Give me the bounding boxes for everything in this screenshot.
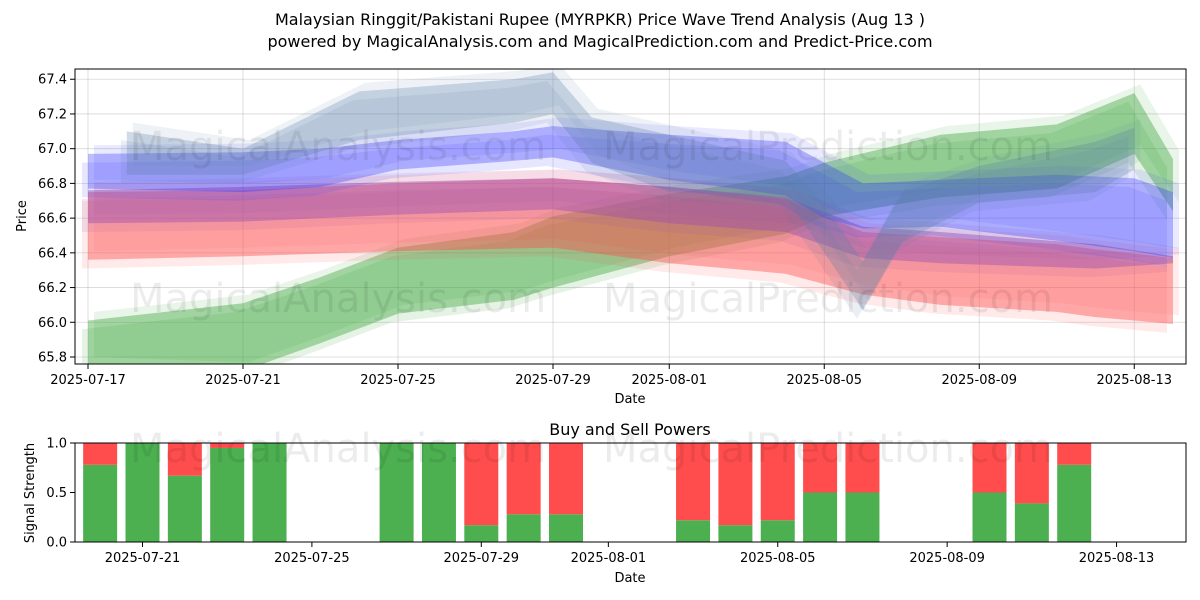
sell-bar — [210, 443, 245, 448]
buy-bar — [464, 525, 499, 542]
sell-bar — [506, 443, 541, 515]
buy-bar — [803, 492, 838, 542]
price-y-tick-label: 67.4 — [38, 73, 67, 88]
price-y-label: Price — [15, 200, 30, 232]
price-band-echo-purple — [94, 169, 1179, 260]
sell-bar — [845, 443, 880, 493]
buy-bar — [549, 514, 583, 542]
sell-bar — [83, 443, 118, 465]
price-y-tick-label: 66.8 — [38, 177, 67, 192]
buy-bar — [421, 443, 456, 542]
price-y-tick-label: 67.2 — [38, 107, 67, 122]
sell-bar — [1057, 443, 1092, 465]
price-y-tick-label: 66.0 — [38, 316, 67, 331]
signal-x-tick-label: 2025-07-21 — [105, 551, 181, 566]
signal-y-tick-label: 1.0 — [46, 437, 67, 452]
sell-bar — [464, 443, 499, 526]
price-x-tick-label: 2025-07-29 — [515, 373, 591, 388]
buy-bar — [167, 475, 202, 542]
price-x-tick-label: 2025-07-21 — [205, 373, 281, 388]
price-band-echo-green — [94, 84, 1179, 363]
price-band-echo-green — [82, 101, 1167, 364]
sell-bar — [167, 443, 202, 476]
buy-bar — [760, 520, 795, 542]
price-y-tick-label: 66.2 — [38, 281, 67, 296]
signal-title: Buy and Sell Powers — [549, 420, 711, 439]
price-band-purple — [88, 178, 1173, 269]
price-x-tick-label: 2025-08-05 — [786, 373, 862, 388]
buy-bar — [83, 464, 118, 542]
buy-bar — [210, 447, 245, 542]
signal-bars — [83, 443, 1092, 542]
buy-bar — [718, 525, 753, 542]
price-panel: MagicalAnalysis.com MagicalPrediction.co… — [15, 68, 1187, 407]
price-band-echo-steel — [120, 81, 1129, 319]
price-band-echo-steel — [132, 69, 1141, 302]
sell-bar — [803, 443, 838, 493]
signal-x-ticks: 2025-07-21 2025-07-25 2025-07-29 2025-08-01… — [105, 542, 1155, 566]
price-y-ticks: 65.8 66.0 66.2 66.4 66.6 66.8 67.0 67.2 67.4 — [38, 73, 75, 366]
price-y-tick-label: 66.6 — [38, 212, 67, 227]
price-band-blue — [88, 126, 1173, 258]
signal-y-label: Signal Strength — [23, 443, 38, 543]
buy-bar — [1014, 503, 1049, 542]
signal-x-tick-label: 2025-08-01 — [571, 551, 647, 566]
buy-bar — [1057, 464, 1092, 542]
price-grid — [75, 69, 1186, 364]
buy-bar — [252, 443, 287, 542]
price-x-tick-label: 2025-07-25 — [360, 373, 436, 388]
price-band-echo-purple — [82, 186, 1167, 278]
price-x-tick-label: 2025-08-13 — [1096, 373, 1172, 388]
price-band-echo-red — [94, 169, 1179, 316]
buy-bar — [125, 443, 160, 542]
price-x-label: Date — [614, 392, 645, 407]
watermark-left-mid: MagicalAnalysis.com — [130, 276, 546, 322]
price-x-tick-label: 2025-08-01 — [631, 373, 707, 388]
signal-x-label: Date — [614, 571, 645, 586]
chart-title: Malaysian Ringgit/Pakistani Rupee (MYRPK… — [274, 10, 926, 29]
buy-bar — [972, 492, 1007, 542]
price-band-echo-red — [82, 186, 1167, 333]
signal-x-tick-label: 2025-08-09 — [909, 551, 985, 566]
price-x-ticks: 2025-07-17 2025-07-21 2025-07-25 2025-07-29… — [50, 364, 1172, 388]
price-band-red — [88, 178, 1173, 324]
buy-bar — [845, 492, 880, 542]
price-x-tick-label: 2025-08-09 — [941, 373, 1017, 388]
price-band-echo-blue — [82, 134, 1167, 267]
watermark-right-top: MagicalPrediction.com — [603, 124, 1053, 170]
chart-subtitle: powered by MagicalAnalysis.com and Magic… — [267, 32, 933, 51]
price-axes-frame — [74, 68, 1187, 365]
price-band-echo-blue — [94, 117, 1179, 250]
watermark-right-mid: MagicalPrediction.com — [603, 276, 1053, 322]
sell-bar — [1014, 443, 1049, 504]
signal-y-tick-label: 0.0 — [46, 536, 67, 551]
sell-bar — [760, 443, 795, 521]
price-band-green — [88, 93, 1173, 364]
signal-y-ticks: 0.0 0.5 1.0 — [46, 437, 75, 551]
buy-bar — [676, 520, 711, 542]
sell-bar — [972, 443, 1007, 493]
signal-x-tick-label: 2025-08-13 — [1079, 551, 1155, 566]
watermark-right-bottom: MagicalPrediction.com — [603, 426, 1053, 472]
price-y-tick-label: 67.0 — [38, 142, 67, 157]
signal-x-tick-label: 2025-07-25 — [274, 551, 350, 566]
sell-bar — [676, 443, 711, 521]
sell-bar — [549, 443, 583, 515]
watermark-left-bottom: MagicalAnalysis.com — [130, 426, 546, 472]
buy-bar — [379, 443, 414, 542]
price-y-tick-label: 66.4 — [38, 246, 67, 261]
price-band-steel — [126, 72, 1135, 311]
signal-y-tick-label: 0.5 — [46, 486, 67, 501]
signal-x-tick-label: 2025-08-05 — [740, 551, 816, 566]
signal-panel: Buy and Sell Powers MagicalAnalysis.com … — [23, 420, 1187, 586]
price-bands — [82, 69, 1179, 364]
watermark-left-top: MagicalAnalysis.com — [130, 124, 546, 170]
price-y-tick-label: 65.8 — [38, 351, 67, 366]
price-x-tick-label: 2025-07-17 — [50, 373, 126, 388]
sell-bar — [718, 443, 753, 526]
buy-bar — [506, 514, 541, 542]
signal-x-tick-label: 2025-07-29 — [444, 551, 520, 566]
watermark-group: MagicalAnalysis.com MagicalPrediction.co… — [130, 124, 1053, 322]
